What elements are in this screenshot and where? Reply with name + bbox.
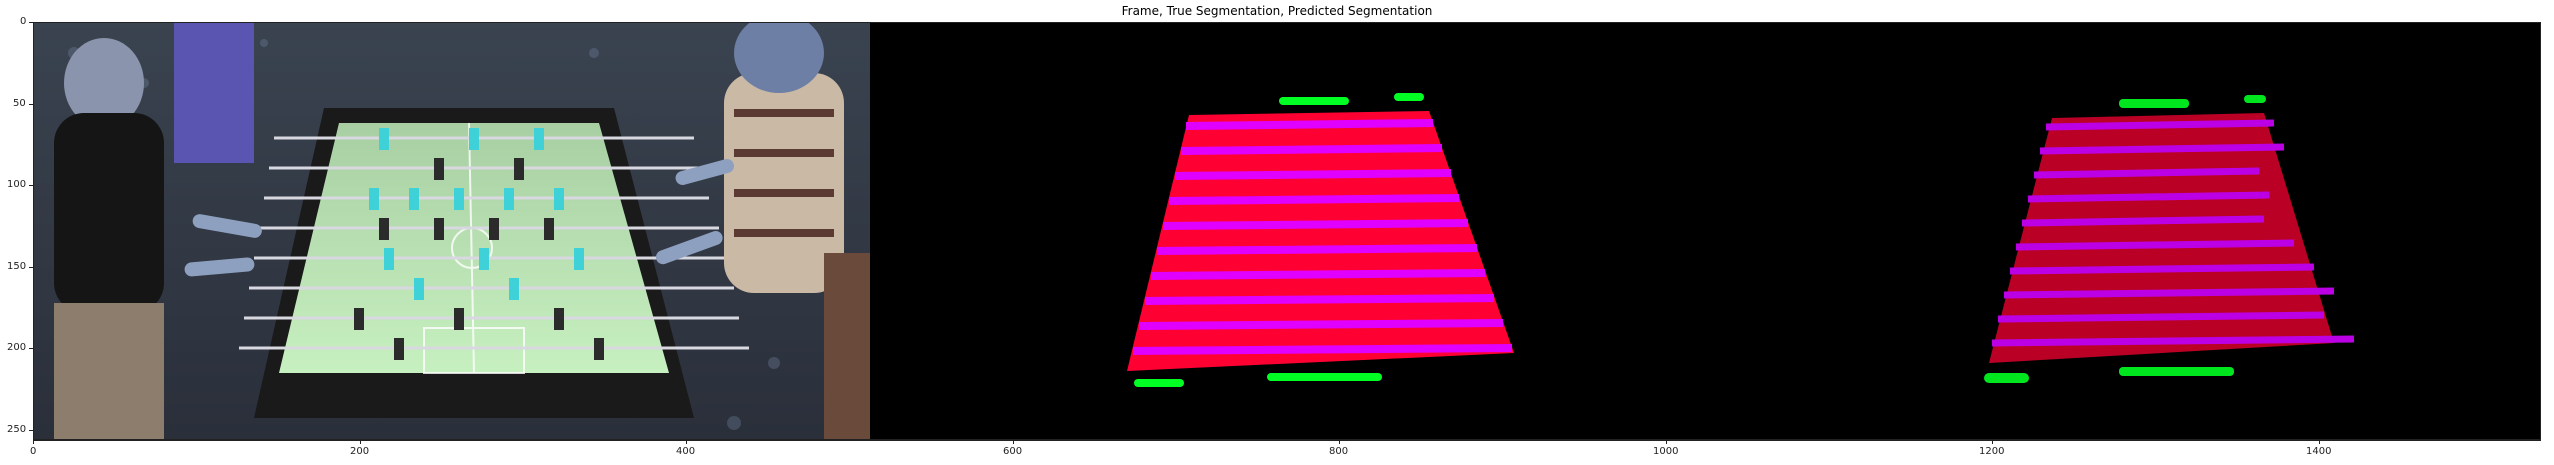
- x-tick: [2319, 440, 2320, 444]
- y-axis-line: [33, 22, 34, 440]
- y-tick-label: 150: [7, 261, 27, 272]
- x-tick-label: 0: [30, 446, 37, 457]
- y-tick-label: 100: [7, 179, 27, 190]
- y-tick-label: 200: [7, 342, 27, 353]
- y-tick-label: 50: [13, 98, 26, 109]
- x-tick: [1339, 440, 1340, 444]
- x-tick-label: 200: [350, 446, 370, 457]
- x-tick: [1666, 440, 1667, 444]
- true-segmentation-mask: [1127, 93, 1514, 387]
- x-tick-label: 1400: [2306, 446, 2332, 457]
- x-tick: [33, 440, 34, 444]
- image-axes: [33, 22, 2541, 440]
- x-axis-line: [33, 440, 2541, 441]
- segmentation-masks: [1127, 93, 2355, 387]
- y-tick: [29, 430, 33, 431]
- figure-title: Frame, True Segmentation, Predicted Segm…: [1121, 4, 1433, 18]
- y-tick: [29, 185, 33, 186]
- y-tick-label: 0: [20, 16, 27, 27]
- x-tick: [360, 440, 361, 444]
- y-tick: [29, 22, 33, 23]
- y-tick-label: 250: [7, 424, 27, 435]
- x-tick-label: 600: [1003, 446, 1023, 457]
- x-tick: [1013, 440, 1014, 444]
- y-tick: [29, 104, 33, 105]
- foosball-frame-image: [34, 23, 870, 439]
- x-tick-label: 1000: [1653, 446, 1679, 457]
- y-tick: [29, 267, 33, 268]
- x-tick: [686, 440, 687, 444]
- x-tick: [1992, 440, 1993, 444]
- x-tick-label: 800: [1329, 446, 1349, 457]
- predicted-segmentation-mask: [1984, 95, 2355, 383]
- x-tick-label: 400: [676, 446, 696, 457]
- video-frame-panel: [34, 23, 870, 439]
- y-tick: [29, 348, 33, 349]
- x-tick-label: 1200: [1979, 446, 2005, 457]
